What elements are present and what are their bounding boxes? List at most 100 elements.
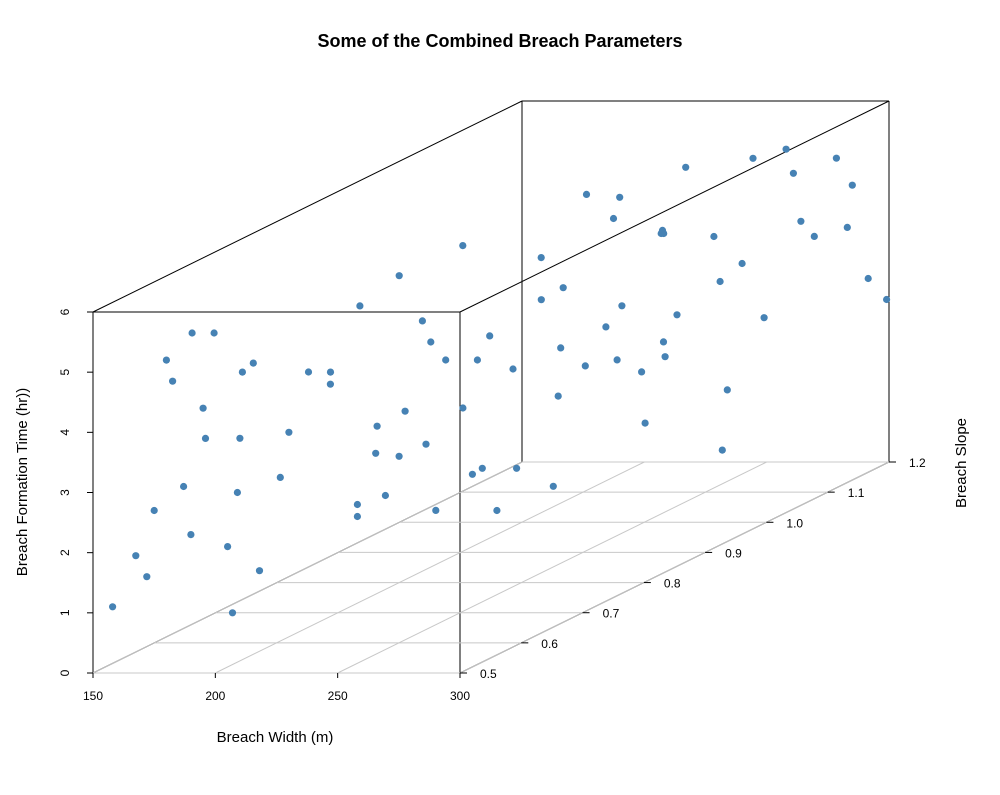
- data-point: [537, 254, 545, 262]
- z-axis-ticks: 0 1 2 3 4 5 6: [58, 308, 93, 676]
- data-point: [789, 169, 798, 177]
- data-point: [609, 214, 618, 223]
- x-tick-label: 150: [83, 689, 103, 703]
- z-tick-label: 0: [58, 669, 72, 676]
- y-tick-label: 1.2: [909, 456, 926, 470]
- grid-line: [215, 461, 645, 674]
- data-point: [581, 362, 589, 370]
- data-point: [559, 284, 567, 292]
- data-point: [372, 449, 380, 457]
- z-tick-label: 2: [58, 549, 72, 556]
- box-edge: [459, 100, 890, 313]
- y-axis-ticks: 0.5 0.6 0.7 0.8 0.9 1.0 1.1 1.2: [460, 456, 926, 681]
- data-point: [228, 609, 237, 617]
- data-point: [613, 356, 621, 364]
- data-point: [582, 190, 591, 198]
- data-point: [249, 359, 257, 367]
- data-point: [304, 368, 313, 376]
- data-point: [682, 163, 690, 171]
- data-point: [658, 226, 667, 234]
- data-point: [418, 317, 426, 325]
- data-point: [459, 404, 467, 412]
- z-tick-label: 1: [58, 609, 72, 616]
- data-point: [883, 295, 891, 304]
- data-point: [659, 338, 668, 346]
- data-point: [718, 446, 726, 454]
- data-point: [201, 434, 210, 442]
- data-points: [109, 145, 891, 617]
- data-point: [395, 272, 403, 280]
- data-point: [616, 193, 624, 201]
- y-tick-label: 1.0: [786, 516, 803, 530]
- data-point: [760, 314, 768, 322]
- data-point: [238, 368, 246, 376]
- data-point: [188, 329, 196, 337]
- data-point: [143, 573, 151, 581]
- data-point: [427, 338, 435, 346]
- data-point: [180, 482, 188, 491]
- data-point: [353, 512, 361, 521]
- y-tick-label: 0.8: [664, 577, 681, 591]
- data-point: [641, 419, 649, 427]
- data-point: [255, 567, 264, 575]
- data-point: [738, 259, 746, 268]
- data-point: [162, 356, 170, 364]
- data-point: [150, 506, 158, 515]
- y-tick-label: 1.1: [848, 486, 865, 500]
- data-point: [326, 368, 335, 376]
- x-tick-label: 300: [450, 689, 470, 703]
- x-axis-ticks: 150 200 250 300: [83, 673, 470, 703]
- data-point: [864, 274, 872, 283]
- data-point: [638, 368, 646, 376]
- data-point: [618, 302, 626, 310]
- y-tick-label: 0.9: [725, 546, 742, 560]
- data-point: [661, 353, 669, 361]
- z-axis-label: Breach Formation Time (hr)): [14, 388, 31, 576]
- x-tick-label: 200: [205, 689, 225, 703]
- data-point: [710, 232, 718, 241]
- data-point: [723, 386, 731, 394]
- data-point: [442, 356, 450, 364]
- y-axis-label: Breach Slope: [953, 418, 970, 508]
- data-point: [326, 380, 334, 388]
- data-point: [509, 365, 517, 373]
- data-point: [473, 356, 481, 364]
- z-tick-label: 5: [58, 369, 72, 376]
- data-point: [537, 296, 545, 304]
- data-point: [395, 452, 403, 460]
- box-edge: [92, 100, 523, 313]
- data-point: [109, 603, 117, 611]
- data-point: [236, 434, 244, 442]
- data-point: [276, 473, 284, 481]
- data-point: [432, 506, 440, 514]
- data-point: [401, 407, 409, 415]
- data-point: [782, 145, 790, 153]
- data-point: [187, 531, 195, 539]
- grid-line: [459, 461, 890, 674]
- x-axis-label: Breach Width (m): [217, 729, 334, 746]
- data-point: [673, 311, 681, 319]
- data-point: [810, 232, 818, 240]
- data-point: [602, 323, 610, 331]
- data-point: [468, 470, 476, 478]
- data-point: [199, 404, 207, 412]
- data-point: [486, 332, 494, 340]
- chart-title: Some of the Combined Breach Parameters: [317, 31, 682, 51]
- data-point: [169, 377, 177, 385]
- data-point: [493, 506, 501, 515]
- y-tick-label: 0.5: [480, 667, 497, 681]
- data-point: [373, 422, 381, 430]
- data-point: [549, 482, 557, 490]
- plot-box: [92, 100, 890, 674]
- data-point: [716, 277, 724, 286]
- data-point: [381, 491, 389, 500]
- data-point: [832, 154, 841, 162]
- data-point: [210, 329, 218, 337]
- data-point: [224, 543, 232, 551]
- data-point: [848, 181, 856, 189]
- grid-line: [92, 461, 523, 674]
- z-tick-label: 6: [58, 308, 72, 315]
- floor-grid: [92, 461, 890, 674]
- data-point: [478, 464, 486, 472]
